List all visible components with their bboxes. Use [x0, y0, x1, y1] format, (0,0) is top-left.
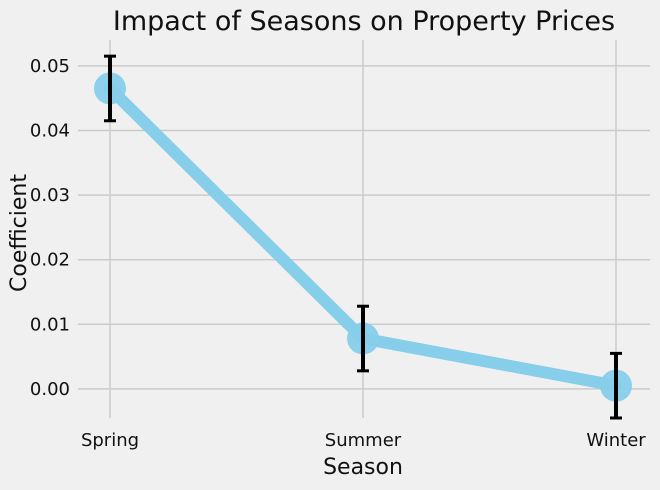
chart-title: Impact of Seasons on Property Prices — [113, 6, 615, 37]
y-tick-label: 0.05 — [30, 56, 70, 77]
x-tick-label: Summer — [325, 430, 402, 451]
x-tick-labels: Spring Summer Winter — [81, 430, 646, 451]
y-tick-label: 0.00 — [30, 379, 70, 400]
data-points — [94, 56, 632, 418]
y-tick-label: 0.04 — [30, 120, 70, 141]
x-tick-label: Spring — [81, 430, 139, 451]
x-tick-label: Winter — [586, 430, 646, 451]
y-tick-label: 0.02 — [30, 250, 70, 271]
x-axis-label: Season — [323, 455, 403, 480]
y-tick-labels: 0.00 0.01 0.02 0.03 0.04 0.05 — [30, 56, 70, 400]
y-tick-label: 0.01 — [30, 314, 70, 335]
y-tick-label: 0.03 — [30, 185, 70, 206]
y-axis-label: Coefficient — [7, 174, 32, 292]
